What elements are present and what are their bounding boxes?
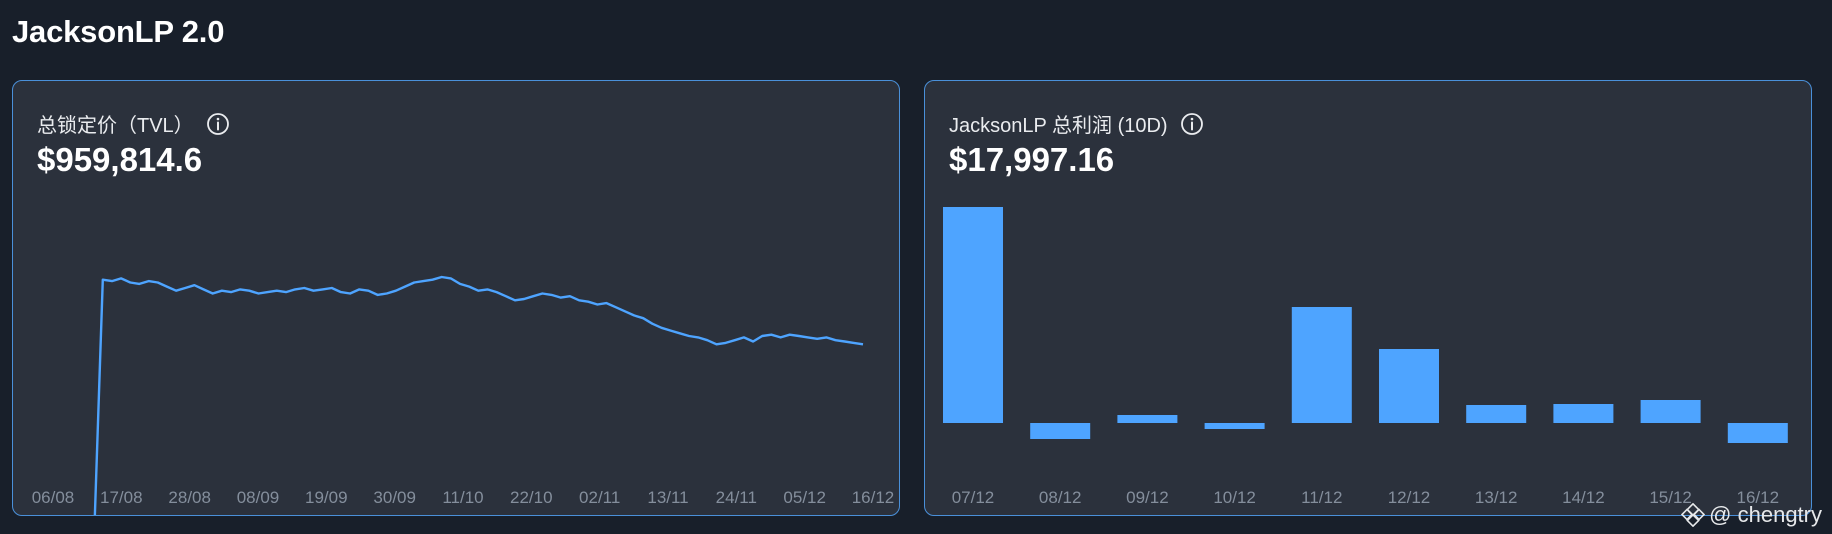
- x-tick-label: 06/08: [32, 488, 75, 507]
- profit-card-header: JacksonLP 总利润 (10D): [949, 109, 1204, 138]
- x-tick-label: 05/12: [783, 488, 826, 507]
- x-tick-label: 13/11: [647, 488, 688, 507]
- x-tick-label: 22/10: [510, 488, 553, 507]
- x-tick-label: 08/12: [1039, 488, 1082, 507]
- profit-bar[interactable]: [1640, 400, 1701, 423]
- profit-bar[interactable]: [1030, 423, 1091, 439]
- x-tick-label: 02/11: [579, 488, 620, 507]
- x-tick-label: 16/12: [852, 488, 895, 507]
- profit-bar[interactable]: [1379, 349, 1439, 423]
- tvl-series-line: [93, 275, 864, 515]
- info-icon[interactable]: [206, 112, 230, 136]
- x-tick-label: 17/08: [100, 488, 143, 507]
- x-tick-label: 11/12: [1301, 488, 1342, 507]
- watermark-text: @ chengtry: [1709, 502, 1822, 527]
- x-tick-label: 10/12: [1213, 488, 1256, 507]
- x-tick-label: 24/11: [716, 488, 757, 507]
- tvl-card-header: 总锁定价（TVL）: [37, 109, 230, 138]
- profit-bar[interactable]: [1117, 415, 1178, 423]
- tvl-card: 06/08 17/08 28/08 08/09 19/09 30/09 11/10 22/10…: [12, 80, 900, 516]
- profit-bar[interactable]: [1204, 423, 1265, 429]
- x-tick-label: 07/12: [952, 488, 995, 507]
- profit-bar[interactable]: [1727, 423, 1788, 443]
- tvl-line-chart: 06/08 17/08 28/08 08/09 19/09 30/09 11/10 22/10…: [32, 275, 895, 515]
- x-tick-label: 12/12: [1388, 488, 1431, 507]
- profit-card-title: JacksonLP 总利润 (10D): [949, 115, 1168, 137]
- x-tick-label: 09/12: [1126, 488, 1169, 507]
- profit-bar[interactable]: [1553, 404, 1614, 423]
- page-title: JacksonLP 2.0: [12, 14, 225, 49]
- x-tick-label: 11/10: [442, 488, 483, 507]
- profit-card: 07/12 08/12 09/12 10/12 11/12 12/12 13/12 14/12…: [924, 80, 1812, 516]
- x-tick-label: 14/12: [1562, 488, 1605, 507]
- profit-bar[interactable]: [1466, 405, 1527, 423]
- profit-bar[interactable]: [943, 207, 1003, 423]
- watermark: @ chengtry: [1681, 502, 1822, 528]
- x-tick-label: 16/12: [1737, 488, 1780, 507]
- x-tick-label: 30/09: [373, 488, 416, 507]
- info-icon[interactable]: [1180, 112, 1204, 136]
- x-tick-label: 08/09: [237, 488, 280, 507]
- profit-value: $17,997.16: [949, 141, 1115, 178]
- profit-bar[interactable]: [1291, 307, 1352, 423]
- tvl-value: $959,814.6: [37, 141, 203, 178]
- profit-bar-chart: 07/12 08/12 09/12 10/12 11/12 12/12 13/12 14/12…: [943, 207, 1788, 507]
- x-tick-label: 13/12: [1475, 488, 1518, 507]
- binance-logo-icon: [1681, 503, 1706, 527]
- x-tick-label: 19/09: [305, 488, 348, 507]
- x-tick-label: 28/08: [168, 488, 211, 507]
- x-tick-label: 15/12: [1649, 488, 1692, 507]
- tvl-card-title: 总锁定价（TVL）: [37, 115, 194, 137]
